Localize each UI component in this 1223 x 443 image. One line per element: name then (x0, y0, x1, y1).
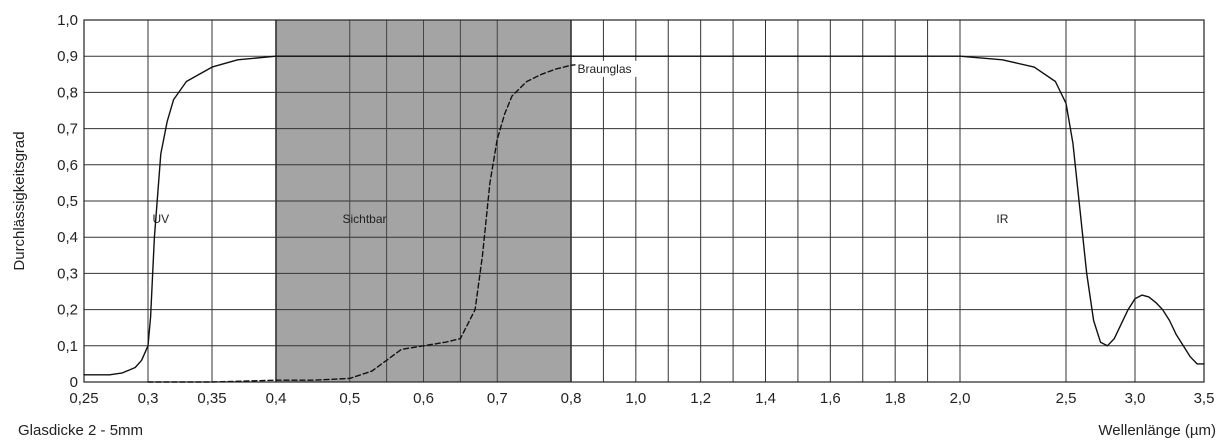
y-tick-label: 0,4 (57, 229, 78, 246)
plot-frame (83, 19, 1205, 383)
x-tick-label: 1,6 (820, 390, 841, 407)
y-tick-label: 1,0 (57, 12, 78, 29)
y-tick-label: 0,7 (57, 121, 78, 138)
y-tick-label: 0,1 (57, 338, 78, 355)
x-tick-label: 0,6 (413, 390, 434, 407)
x-tick-label: 1,0 (625, 390, 646, 407)
x-tick-label: 2,0 (950, 390, 971, 407)
y-axis-title: Durchlässigkeitsgrad (11, 131, 28, 270)
x-tick-label: 0,25 (69, 390, 98, 407)
x-tick-label: 0,4 (266, 390, 287, 407)
y-tick-label: 0,5 (57, 193, 78, 210)
x-axis-title: Wellenlänge (µm) (1098, 422, 1216, 439)
glass-thickness-note: Glasdicke 2 - 5mm (18, 422, 143, 439)
series-line-braunglas (147, 62, 605, 383)
x-tick-label: 0,5 (339, 390, 360, 407)
x-tick-label: 1,4 (755, 390, 776, 407)
y-tick-label: 0,8 (57, 84, 78, 101)
x-tick-label: 1,2 (690, 390, 711, 407)
x-tick-label: 0,3 (138, 390, 159, 407)
series-line-clear-glass (83, 55, 1205, 376)
x-tick-label: 2,5 (1056, 390, 1077, 407)
series-label-braunglas: Braunglas (577, 62, 631, 76)
y-tick-label: 0,9 (57, 48, 78, 65)
x-tick-label: 1,8 (885, 390, 906, 407)
y-tick-label: 0,2 (57, 302, 78, 319)
region-label-sichtbar: Sichtbar (342, 212, 386, 226)
x-tick-label: 3,0 (1125, 390, 1146, 407)
x-tick-label: 3,5 (1194, 390, 1215, 407)
x-tick-label: 0,35 (197, 390, 226, 407)
x-tick-label: 0,7 (487, 390, 508, 407)
series-label-bg (575, 60, 646, 77)
x-tick-label: 0,8 (561, 390, 582, 407)
y-tick-label: 0,3 (57, 265, 78, 282)
y-tick-label: 0 (70, 374, 78, 391)
y-tick-label: 0,6 (57, 157, 78, 174)
region-label-ir: IR (996, 212, 1008, 226)
